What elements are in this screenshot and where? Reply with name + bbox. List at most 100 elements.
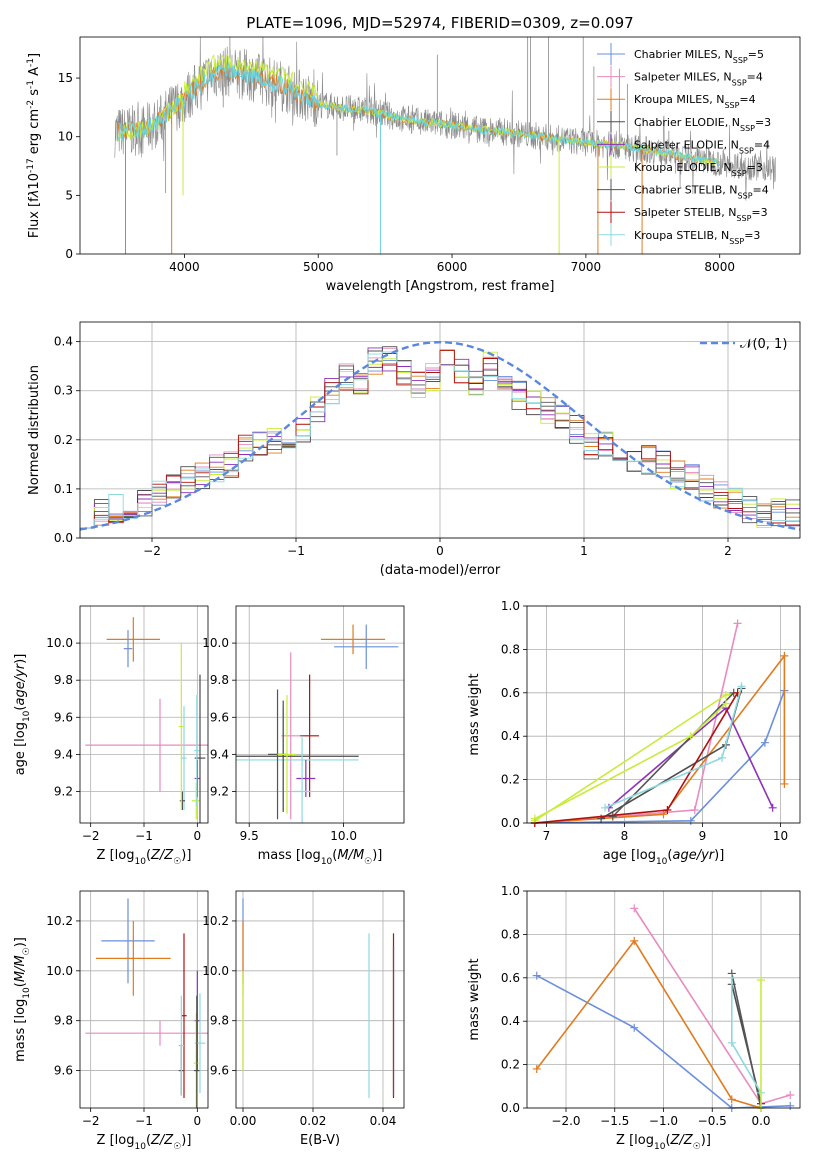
legend-entry: Chabrier STELIB, NSSP=4 bbox=[634, 184, 769, 201]
x-tick-label: 7 bbox=[543, 829, 551, 843]
x-tick-label: −1 bbox=[135, 829, 153, 843]
plus-marker bbox=[686, 816, 695, 825]
axes-frame bbox=[79, 605, 209, 824]
plus-marker bbox=[786, 1090, 795, 1099]
legend-entry: Chabrier ELODIE, NSSP=3 bbox=[634, 116, 771, 133]
plus-marker bbox=[727, 1095, 736, 1104]
model-spectrum bbox=[117, 53, 720, 166]
x-tick-label: −2 bbox=[82, 829, 100, 843]
x-tick-label: −1.0 bbox=[649, 1114, 678, 1128]
y-tick-label: 1.0 bbox=[501, 884, 520, 898]
y-tick-label: 0.2 bbox=[54, 433, 73, 447]
x-tick-label: 7000 bbox=[571, 260, 602, 274]
plus-marker bbox=[727, 1038, 736, 1047]
x-tick-label: 0.04 bbox=[370, 1114, 397, 1128]
legend-entry: Kroupa MILES, NSSP=4 bbox=[634, 93, 756, 110]
plus-marker bbox=[757, 975, 765, 984]
y-tick-label: 9.6 bbox=[210, 1064, 229, 1078]
y-tick-label: 9.8 bbox=[54, 1014, 73, 1028]
plus-marker bbox=[737, 682, 746, 691]
plus-marker bbox=[630, 1023, 639, 1032]
plus-marker bbox=[601, 803, 609, 812]
y-tick-label: 0.6 bbox=[501, 971, 520, 985]
y-tick-label: 9.8 bbox=[210, 1014, 229, 1028]
legend-entry: Salpeter STELIB, NSSP=3 bbox=[634, 206, 768, 223]
y-tick-label: 9.8 bbox=[54, 673, 73, 687]
x-tick-label: 5000 bbox=[303, 260, 334, 274]
y-tick-label: 9.6 bbox=[210, 710, 229, 724]
legend-entry: Kroupa ELODIE, NSSP=3 bbox=[634, 161, 763, 178]
y-tick-label: 9.2 bbox=[54, 784, 73, 798]
y-tick-label: 9.4 bbox=[54, 747, 73, 761]
x-tick-label: 9 bbox=[699, 829, 707, 843]
y-tick-label: 9.4 bbox=[210, 747, 229, 761]
legend-entry: Chabrier MILES, NSSP=5 bbox=[634, 48, 764, 65]
mass_weight_vs_Z-xlabel: Z [log10(Z/Z☉)] bbox=[616, 1133, 711, 1152]
mass_vs_ebv-errorbars bbox=[242, 898, 395, 1099]
plus-marker bbox=[663, 805, 672, 814]
plus-marker bbox=[530, 814, 539, 823]
plus-marker bbox=[686, 732, 695, 741]
x-tick-label: 10.0 bbox=[330, 829, 357, 843]
mass-weight-series bbox=[608, 706, 774, 809]
mass-weight-series bbox=[536, 939, 762, 1109]
y-tick-label: 10.0 bbox=[202, 964, 229, 978]
residuals-axes: −2 −1 0 1 2 0.0 0.1 0.2 0.3 0.4 bbox=[54, 322, 800, 558]
legend-gaussian-label: 𝒩(0, 1) bbox=[740, 337, 787, 352]
gaussian-curve bbox=[79, 340, 801, 531]
age_vs_Z-ylabel: age [log10(age/yr)] bbox=[13, 654, 32, 776]
x-tick-label: 10 bbox=[773, 829, 788, 843]
y-tick-label: 0.2 bbox=[501, 773, 520, 787]
mass_vs_ebv-axes: 0.00 0.02 0.04 9.6 9.8 10.0 10.2 bbox=[202, 891, 404, 1128]
y-tick-label: 10.0 bbox=[202, 636, 229, 650]
y-tick-label: 0.4 bbox=[501, 1014, 520, 1028]
plus-marker bbox=[532, 1064, 541, 1073]
plus-marker bbox=[608, 812, 617, 821]
residuals-ylabel: Normed distribution bbox=[27, 365, 42, 495]
plus-marker bbox=[727, 973, 736, 982]
plus-marker bbox=[659, 810, 668, 819]
y-tick-label: 0.8 bbox=[501, 927, 520, 941]
y-tick-label: 10.2 bbox=[46, 914, 73, 928]
axes-frame bbox=[235, 605, 405, 824]
age_vs_Z-xlabel: Z [log10(Z/Z☉)] bbox=[97, 848, 192, 867]
x-tick-label: 2 bbox=[724, 544, 732, 558]
x-tick-label: 0 bbox=[436, 544, 444, 558]
plus-marker bbox=[690, 805, 699, 814]
y-tick-label: 15 bbox=[58, 71, 73, 85]
x-tick-label: 0 bbox=[194, 1114, 202, 1128]
x-tick-label: −2 bbox=[82, 1114, 100, 1128]
x-tick-label: 8 bbox=[621, 829, 629, 843]
mass-weight-series bbox=[731, 973, 762, 1109]
plus-marker bbox=[630, 904, 639, 913]
mass_vs_Z-xlabel: Z [log10(Z/Z☉)] bbox=[97, 1133, 192, 1152]
y-tick-label: 0.4 bbox=[501, 729, 520, 743]
x-tick-label: 1 bbox=[580, 544, 588, 558]
mass_weight_vs_age-ylabel: mass weight bbox=[467, 673, 482, 755]
mass_vs_Z-ylabel: mass [log10(M/M☉)] bbox=[13, 937, 32, 1062]
legend-entry: Salpeter MILES, NSSP=4 bbox=[634, 71, 763, 88]
figure-title: PLATE=1096, MJD=52974, FIBERID=0309, z=0… bbox=[246, 14, 633, 32]
plus-marker bbox=[721, 699, 730, 708]
plus-marker bbox=[760, 738, 769, 747]
x-tick-label: −2.0 bbox=[551, 1114, 580, 1128]
mass-weight-series bbox=[534, 690, 786, 824]
x-tick-label: 9.5 bbox=[240, 829, 259, 843]
axes-frame bbox=[79, 36, 801, 255]
x-tick-label: −0.5 bbox=[698, 1114, 727, 1128]
age_vs_mass-axes: 9.5 10.0 9.2 9.4 9.6 9.8 10.0 bbox=[202, 606, 404, 843]
mass_weight_vs_Z-lines bbox=[532, 904, 795, 1112]
x-tick-label: 0 bbox=[194, 829, 202, 843]
x-tick-label: −1.5 bbox=[600, 1114, 629, 1128]
x-tick-label: 0.00 bbox=[230, 1114, 257, 1128]
y-tick-label: 0.1 bbox=[54, 482, 73, 496]
plus-marker bbox=[718, 753, 726, 762]
x-tick-label: 8000 bbox=[704, 260, 735, 274]
mass_weight_vs_age-lines bbox=[530, 619, 789, 827]
axes-frame bbox=[235, 890, 405, 1109]
spectrum-axes: 4000 5000 6000 7000 8000 0 5 10 15 bbox=[58, 71, 735, 274]
y-tick-label: 0.8 bbox=[501, 642, 520, 656]
y-tick-label: 0.0 bbox=[501, 1101, 520, 1115]
x-tick-label: 6000 bbox=[437, 260, 468, 274]
